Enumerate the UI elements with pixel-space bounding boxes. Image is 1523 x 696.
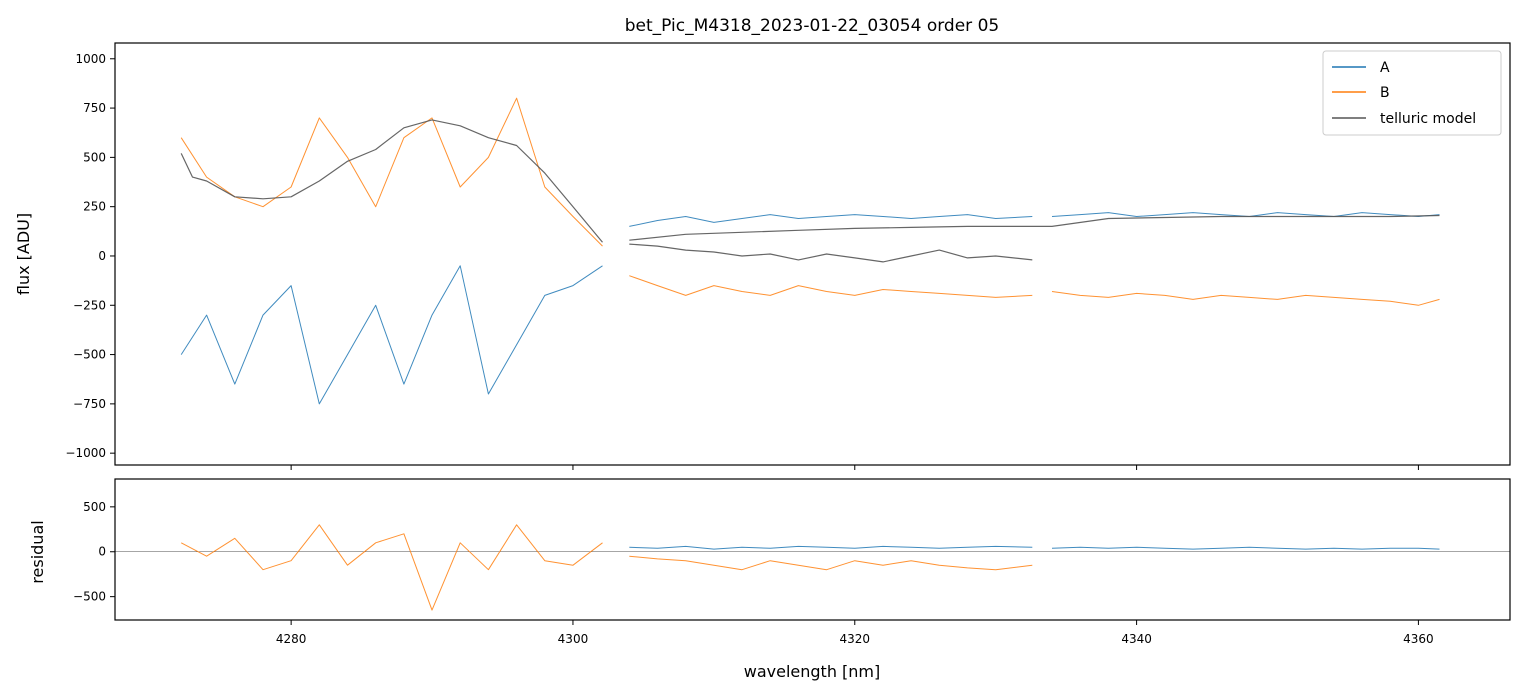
legend: A B telluric model <box>1322 50 1502 136</box>
flux-series-telluric-model <box>629 243 1033 263</box>
flux-y-tick-label: 500 <box>83 150 106 164</box>
chart-title: bet_Pic_M4318_2023-01-22_03054 order 05 <box>625 16 999 36</box>
residual-series-a <box>1051 546 1440 550</box>
flux-series-group <box>180 97 1440 405</box>
flux-y-tick-label: 250 <box>83 200 106 214</box>
residual-x-tick-label: 4300 <box>558 632 589 646</box>
flux-series-a <box>180 265 603 405</box>
residual-panel: −500 0 500 4280 4300 4320 4340 4360 residual w… <box>28 478 1511 681</box>
legend-label-a: A <box>1380 60 1390 76</box>
residual-x-tick-label: 4280 <box>276 632 307 646</box>
flux-series-telluric-model <box>629 214 1440 241</box>
flux-y-ticks: −1000 −750 −500 −250 0 250 500 750 1000 <box>65 52 115 460</box>
flux-y-axis-label: flux [ADU] <box>14 213 33 295</box>
residual-axes-frame <box>114 478 1511 621</box>
flux-series-a <box>629 214 1033 227</box>
x-axis-label: wavelength [nm] <box>744 662 881 681</box>
residual-series-b <box>180 524 603 611</box>
flux-plot-area <box>115 43 1510 465</box>
residual-y-tick-label: 0 <box>98 545 106 559</box>
residual-y-tick-label: −500 <box>73 590 106 604</box>
residual-x-tick-label: 4340 <box>1121 632 1152 646</box>
residual-plot-area <box>115 479 1510 620</box>
residual-x-tick-label: 4320 <box>839 632 870 646</box>
residual-series-a <box>629 545 1033 550</box>
flux-y-tick-label: 1000 <box>75 52 106 66</box>
residual-y-axis-label: residual <box>28 520 47 583</box>
flux-y-tick-label: −500 <box>73 348 106 362</box>
flux-y-tick-label: −1000 <box>65 446 106 460</box>
residual-x-ticks: 4280 4300 4320 4340 4360 <box>276 620 1434 646</box>
residual-series-group <box>180 524 1440 611</box>
flux-y-tick-label: −250 <box>73 298 106 312</box>
legend-box <box>1322 50 1502 136</box>
residual-y-ticks: −500 0 500 <box>73 500 115 604</box>
flux-series-b <box>1051 291 1440 306</box>
flux-panel: −1000 −750 −500 −250 0 250 500 750 1000 flux [AD… <box>14 42 1511 470</box>
flux-y-tick-label: 0 <box>98 249 106 263</box>
flux-axes-frame <box>114 42 1511 466</box>
legend-label-b: B <box>1380 85 1390 101</box>
flux-series-b <box>629 275 1033 298</box>
flux-x-ticks <box>290 465 1419 470</box>
flux-series-telluric-model <box>180 119 603 243</box>
flux-y-tick-label: −750 <box>73 397 106 411</box>
flux-y-tick-label: 750 <box>83 101 106 115</box>
flux-series-b <box>180 97 603 247</box>
residual-x-tick-label: 4360 <box>1403 632 1434 646</box>
residual-y-tick-label: 500 <box>83 500 106 514</box>
residual-series-b <box>629 555 1033 571</box>
legend-label-telluric-model: telluric model <box>1380 111 1476 127</box>
